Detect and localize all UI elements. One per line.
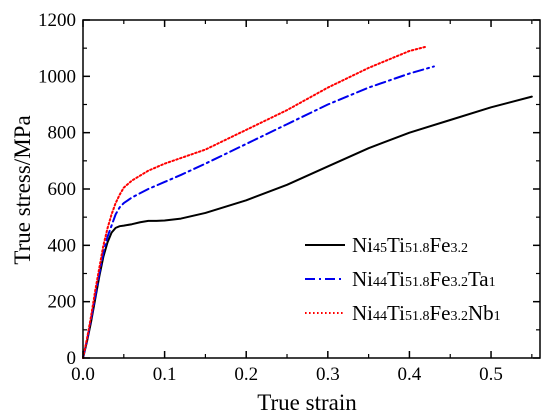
ticks	[82, 19, 540, 359]
x-tick-label: 0.4	[398, 364, 422, 385]
legend-label-2: Ni44Ti51.8Fe3.2Ta1	[352, 267, 496, 291]
y-axis-label: True stress/MPa	[10, 115, 35, 264]
y-tick-label: 0	[67, 348, 77, 369]
x-tick-label: 0.1	[153, 364, 177, 385]
x-tick-label: 0.3	[316, 364, 340, 385]
y-tick-label: 600	[48, 179, 77, 200]
legend: Ni45Ti51.8Fe3.2 Ni44Ti51.8Fe3.2Ta1 Ni44Ti5…	[305, 233, 501, 325]
legend-label-3: Ni44Ti51.8Fe3.2Nb1	[352, 301, 501, 325]
plot-marks	[82, 45, 533, 359]
x-tick-label: 0.2	[234, 364, 258, 385]
x-tick-label: 0.5	[479, 364, 503, 385]
y-tick-label: 1200	[38, 10, 76, 31]
tick-labels: 0.0 0.1 0.2 0.3 0.4 0.5 0 200 400 600 800 1000 1200	[38, 10, 503, 385]
y-tick-label: 200	[48, 292, 77, 313]
series-line-2	[82, 65, 435, 359]
y-tick-label: 800	[48, 123, 77, 144]
x-tick-label: 0.0	[71, 364, 95, 385]
x-axis-label: True strain	[257, 390, 357, 415]
y-tick-label: 400	[48, 235, 77, 256]
series-line-3	[82, 45, 427, 359]
legend-label-1: Ni45Ti51.8Fe3.2	[352, 233, 468, 257]
y-tick-label: 1000	[38, 66, 76, 87]
